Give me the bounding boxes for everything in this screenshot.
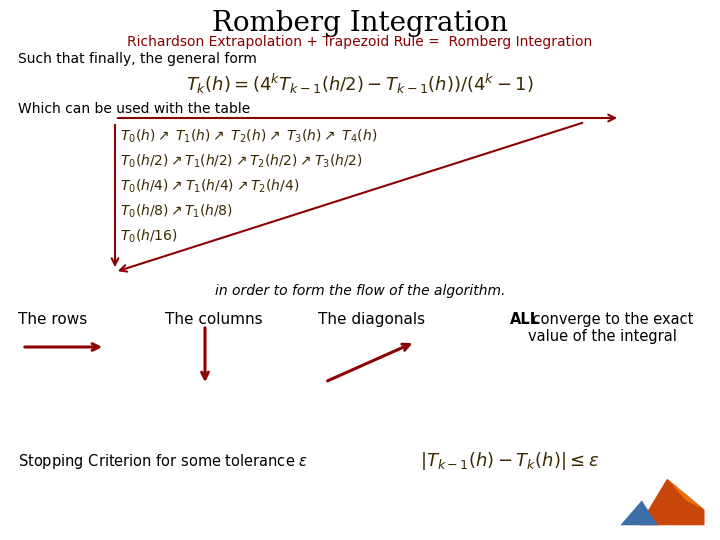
Text: $T_k(h) = (4^kT_{k-1}(h/2) - T_{k-1}(h))/(4^k - 1)$: $T_k(h) = (4^kT_{k-1}(h/2) - T_{k-1}(h))… [186, 72, 534, 96]
Text: $T_0(h/8)\nearrow T_1(h/8)$: $T_0(h/8)\nearrow T_1(h/8)$ [120, 203, 233, 220]
Text: $|T_{k-1}(h) - T_k(h)| \leq \epsilon$: $|T_{k-1}(h) - T_k(h)| \leq \epsilon$ [420, 450, 599, 472]
Text: Romberg Integration: Romberg Integration [212, 10, 508, 37]
Text: $T_0(h)\nearrow\; T_1(h)\nearrow\; T_2(h)\nearrow\; T_3(h)\nearrow\; T_4(h)$: $T_0(h)\nearrow\; T_1(h)\nearrow\; T_2(h… [120, 128, 377, 145]
Text: $T_0(h/2)\nearrow T_1(h/2)\nearrow T_2(h/2)\nearrow T_3(h/2)$: $T_0(h/2)\nearrow T_1(h/2)\nearrow T_2(h… [120, 153, 363, 171]
Text: Stopping Criterion for some tolerance $\epsilon$: Stopping Criterion for some tolerance $\… [18, 452, 308, 471]
Text: $T_0(h/16)$: $T_0(h/16)$ [120, 228, 178, 245]
Text: Which can be used with the table: Which can be used with the table [18, 102, 251, 116]
Text: Such that finally, the general form: Such that finally, the general form [18, 52, 257, 66]
Text: The columns: The columns [165, 312, 263, 327]
Text: ALL: ALL [510, 312, 540, 327]
Text: The diagonals: The diagonals [318, 312, 425, 327]
Text: Richardson Extrapolation + Trapezoid Rule =  Romberg Integration: Richardson Extrapolation + Trapezoid Rul… [127, 35, 593, 49]
Text: The rows: The rows [18, 312, 87, 327]
Text: $T_0(h/4)\nearrow T_1(h/4)\nearrow T_2(h/4)$: $T_0(h/4)\nearrow T_1(h/4)\nearrow T_2(h… [120, 178, 300, 195]
Polygon shape [639, 478, 704, 525]
Polygon shape [621, 501, 658, 525]
Text: in order to form the flow of the algorithm.: in order to form the flow of the algorit… [215, 284, 505, 298]
Polygon shape [667, 478, 704, 510]
Text: converge to the exact
value of the integral: converge to the exact value of the integ… [528, 312, 693, 345]
